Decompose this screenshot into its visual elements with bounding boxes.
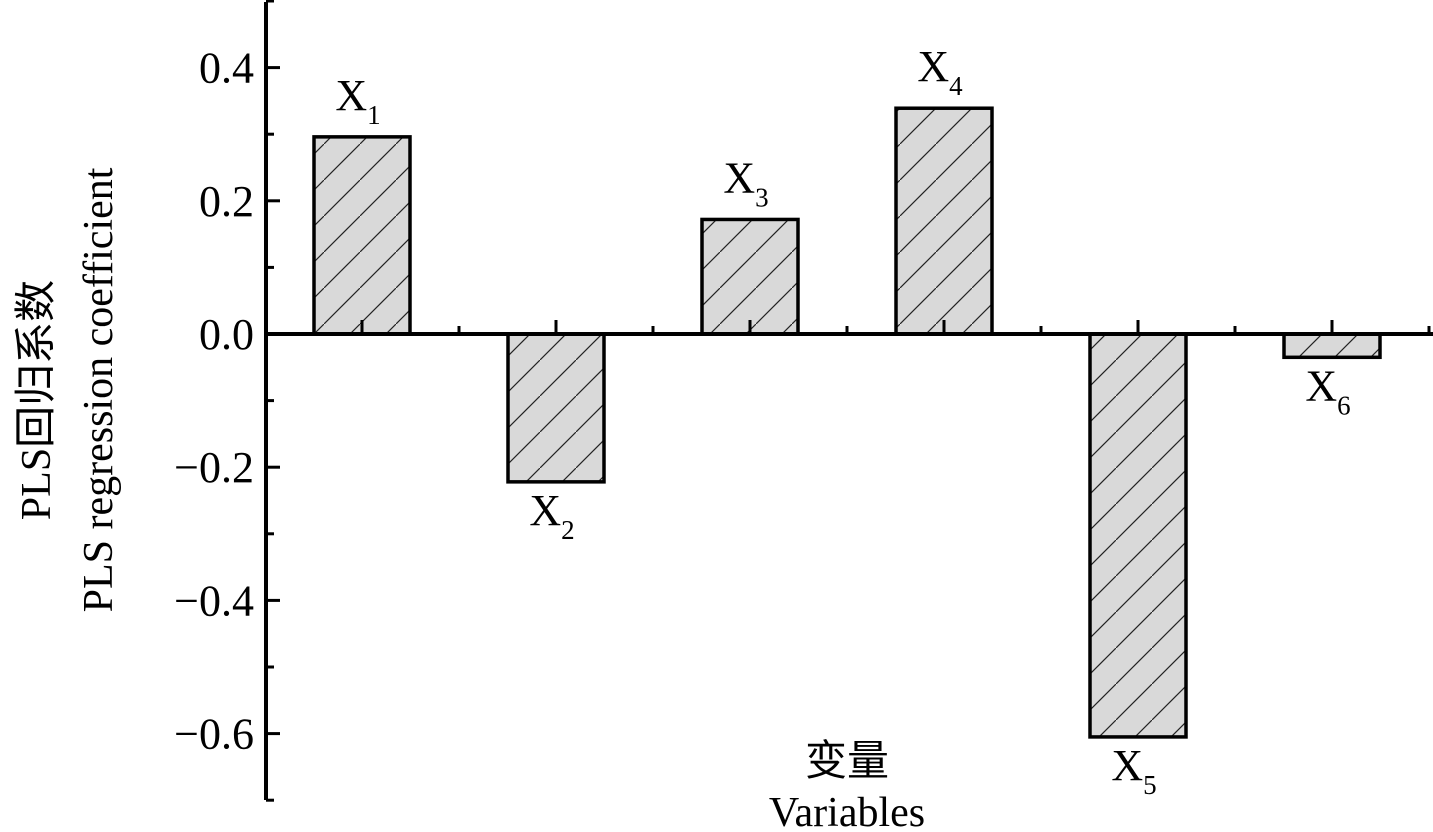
bar-labels-group: X1 X2 X3 X4 X5 X6 xyxy=(335,42,1350,800)
x-axis-title-en: Variables xyxy=(769,790,925,832)
bar-hatch xyxy=(1088,332,1188,739)
bars-group xyxy=(312,106,1382,739)
bar-hatch xyxy=(1282,332,1382,360)
bar-label: X5 xyxy=(1111,741,1156,800)
y-tick-label: −0.4 xyxy=(174,576,254,625)
bar-label: X3 xyxy=(723,153,768,212)
x-axis xyxy=(266,320,1433,336)
y-axis-title-cn: PLS回归系数 xyxy=(14,280,60,520)
bar-hatch xyxy=(894,106,994,336)
y-axis: −0.6 −0.4 −0.2 0.0 0.2 0.4 xyxy=(174,0,280,802)
bar-label: X1 xyxy=(335,71,380,130)
bar-hatch xyxy=(700,217,800,336)
bar-label: X4 xyxy=(917,42,963,101)
y-tick-label: −0.2 xyxy=(174,443,254,492)
x-axis-title-cn: 变量 xyxy=(805,738,889,785)
bar-label: X6 xyxy=(1305,361,1350,420)
y-axis-title-en: PLS regression coefficient xyxy=(76,167,122,612)
y-tick-label: 0.4 xyxy=(199,44,254,93)
bar-hatch xyxy=(506,332,606,484)
y-tick-label: −0.6 xyxy=(174,710,254,759)
y-tick-label: 0.0 xyxy=(199,310,254,359)
bar-label: X2 xyxy=(529,486,574,545)
bar-hatch xyxy=(312,135,412,336)
y-tick-label: 0.2 xyxy=(199,177,254,226)
